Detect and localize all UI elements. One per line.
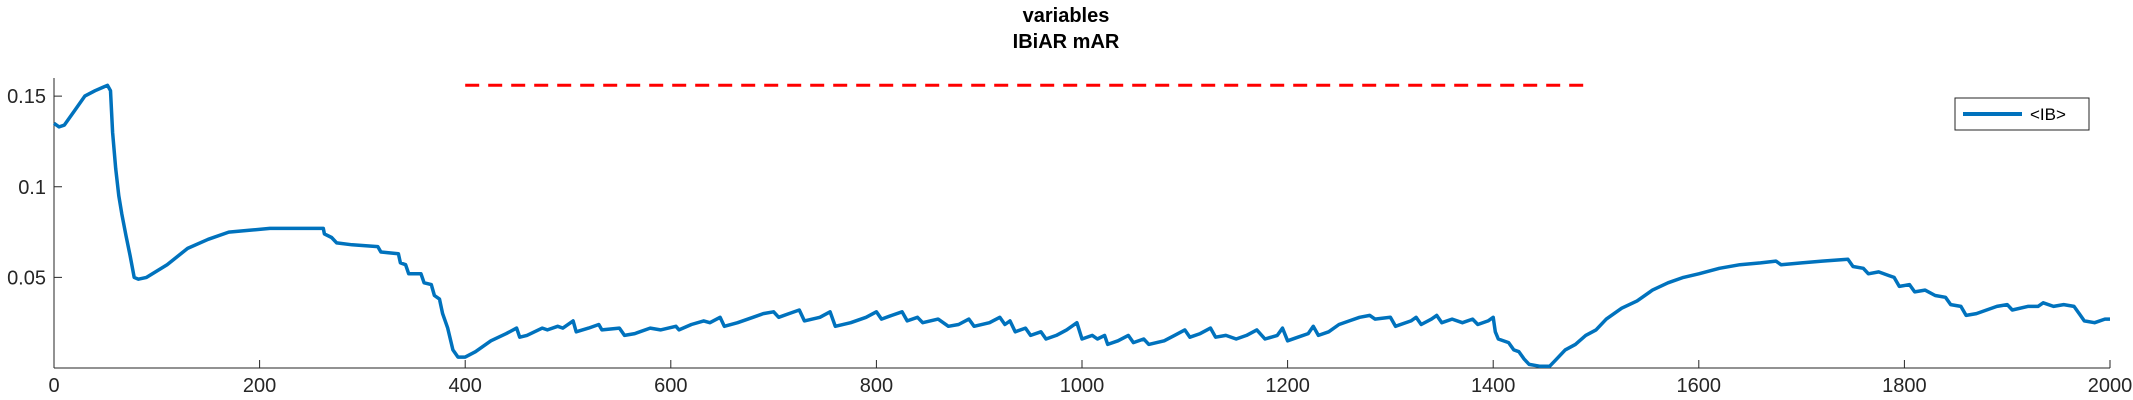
legend-label: <IB>	[2030, 105, 2066, 124]
chart-title-line-1: variables	[1023, 5, 1110, 27]
x-tick-label: 200	[243, 375, 276, 397]
y-tick-label: 0.15	[7, 86, 46, 108]
x-tick-label: 400	[449, 375, 482, 397]
series-ib-line	[52, 83, 2110, 368]
chart-title-line-2: IBiAR mAR	[1013, 31, 1120, 53]
x-tick-label: 1600	[1677, 375, 1722, 397]
x-tick-label: 1800	[1882, 375, 1927, 397]
legend: <IB>	[1954, 97, 2090, 131]
x-tick-label: 1400	[1471, 375, 1516, 397]
series-layer	[52, 83, 2110, 368]
plot-area: 0 200 400 600 800 1000 1200 1400 1600 1800 2000 0.…	[7, 78, 2132, 397]
x-tick-label: 0	[48, 375, 59, 397]
x-tick-label: 1200	[1265, 375, 1310, 397]
y-ticks: 0.05 0.1 0.15	[7, 86, 62, 289]
x-tick-label: 600	[654, 375, 687, 397]
y-tick-label: 0.05	[7, 267, 46, 289]
x-tick-label: 800	[860, 375, 893, 397]
y-tick-label: 0.1	[18, 177, 46, 199]
x-tick-label: 2000	[2088, 375, 2133, 397]
x-ticks: 0 200 400 600 800 1000 1200 1400 1600 1800 2000	[48, 360, 2132, 397]
x-tick-label: 1000	[1060, 375, 1105, 397]
